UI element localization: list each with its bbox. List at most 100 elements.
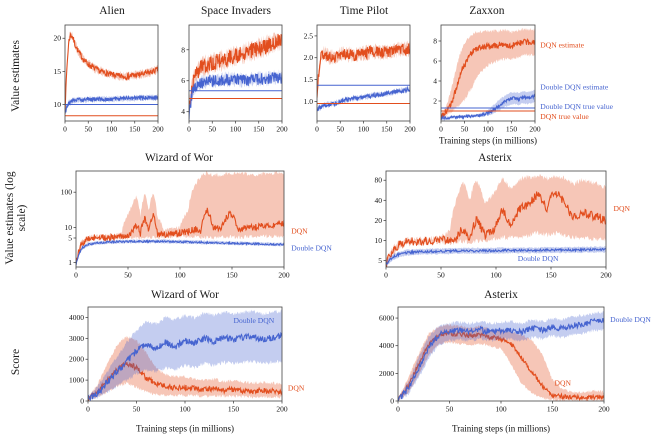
svg-text:2.0: 2.0 bbox=[304, 53, 314, 62]
svg-text:200: 200 bbox=[278, 271, 290, 280]
svg-text:2: 2 bbox=[433, 97, 437, 106]
svg-text:0: 0 bbox=[390, 397, 394, 406]
svg-text:Training steps (in millions): Training steps (in millions) bbox=[439, 136, 537, 146]
chart-wizard-of-wor-score: Wizard of Wor 0 1000 2000 3000 4000 0 50 100 150… bbox=[46, 288, 344, 435]
svg-text:Training steps (in millions): Training steps (in millions) bbox=[452, 424, 550, 434]
ylabel-value-estimates: Value estimates bbox=[0, 4, 32, 147]
svg-text:Double DQN estimate: Double DQN estimate bbox=[540, 83, 609, 92]
svg-text:0: 0 bbox=[86, 405, 90, 414]
svg-text:200: 200 bbox=[600, 271, 612, 280]
ylabel-text: Value estimates bbox=[10, 39, 22, 112]
svg-text:2.5: 2.5 bbox=[304, 31, 314, 40]
chart-wizard-of-wor-value: Wizard of Wor 1 5 10 100 0 50 100 150 200 DQN Doub… bbox=[46, 151, 344, 284]
space-invaders-plot-canvas: 4 6 8 0 50 100 150 200 bbox=[181, 24, 288, 134]
svg-text:4: 4 bbox=[181, 107, 185, 116]
svg-text:15: 15 bbox=[54, 67, 62, 76]
svg-text:Double DQN: Double DQN bbox=[291, 243, 332, 252]
asterix-value-plot-canvas: 5 10 20 40 80 0 50 100 150 200 DQN Double DQN bbox=[375, 170, 631, 280]
svg-text:50: 50 bbox=[133, 405, 141, 414]
svg-text:DQN: DQN bbox=[614, 204, 631, 213]
svg-text:50: 50 bbox=[437, 271, 445, 280]
svg-text:100: 100 bbox=[61, 188, 73, 197]
svg-text:Double DQN: Double DQN bbox=[234, 316, 275, 325]
svg-text:0: 0 bbox=[63, 125, 67, 134]
svg-text:150: 150 bbox=[228, 405, 240, 414]
wow-score-plot-canvas: 0 1000 2000 3000 4000 0 50 100 150 200 Double DQN D… bbox=[69, 306, 305, 434]
chart-title-alien: Alien bbox=[99, 5, 125, 17]
svg-text:5: 5 bbox=[378, 256, 382, 265]
svg-text:4: 4 bbox=[433, 77, 437, 86]
svg-text:2000: 2000 bbox=[379, 369, 394, 378]
svg-text:0: 0 bbox=[315, 125, 319, 134]
chart-title-asterix-score: Asterix bbox=[484, 289, 518, 301]
svg-text:0: 0 bbox=[74, 271, 78, 280]
svg-text:80: 80 bbox=[375, 176, 383, 185]
svg-text:50: 50 bbox=[124, 271, 132, 280]
ylabel-text: Score bbox=[10, 348, 22, 375]
svg-text:8: 8 bbox=[433, 37, 437, 46]
chart-title-wow-score: Wizard of Wor bbox=[150, 289, 219, 301]
chart-space-invaders: Space Invaders 4 6 8 0 50 100 150 200 bbox=[164, 4, 288, 147]
svg-text:4000: 4000 bbox=[379, 341, 394, 350]
wow-value-plot-canvas: 1 510 100 0 50 100 150 200 DQN Double DQN bbox=[61, 170, 332, 280]
chart-title-time-pilot: Time Pilot bbox=[339, 5, 389, 17]
asterix-score-plot-canvas: 0 2000 4000 6000 0 50 100 150 200 Double DQN DQN Tr… bbox=[379, 306, 651, 434]
svg-text:1: 1 bbox=[68, 258, 72, 267]
svg-text:1000: 1000 bbox=[69, 376, 84, 385]
svg-text:1.5: 1.5 bbox=[304, 75, 314, 84]
ylabel-text: Value estimates (log scale) bbox=[3, 170, 28, 265]
ylabel-value-estimates-log: Value estimates (log scale) bbox=[0, 151, 32, 284]
svg-text:6: 6 bbox=[181, 76, 185, 85]
svg-text:150: 150 bbox=[253, 125, 265, 134]
row-value-estimates: Value estimates Alien 10 15 20 0 50 100 150 200… bbox=[0, 4, 668, 147]
svg-text:DQN: DQN bbox=[288, 384, 305, 393]
svg-text:Double DQN true value: Double DQN true value bbox=[540, 102, 613, 111]
svg-text:8: 8 bbox=[181, 45, 185, 54]
svg-text:40: 40 bbox=[375, 196, 383, 205]
svg-text:200: 200 bbox=[276, 125, 288, 134]
svg-text:1.0: 1.0 bbox=[304, 97, 314, 106]
svg-text:DQN: DQN bbox=[555, 379, 572, 388]
svg-text:100: 100 bbox=[179, 405, 191, 414]
chart-asterix-score: Asterix 0 2000 4000 6000 0 50 100 150 200 Double … bbox=[356, 288, 660, 435]
svg-text:150: 150 bbox=[226, 271, 238, 280]
svg-text:200: 200 bbox=[276, 405, 288, 414]
chart-time-pilot: Time Pilot 1.0 1.5 2.0 2.5 0 50 100 150 200 bbox=[288, 4, 416, 147]
svg-text:4000: 4000 bbox=[69, 313, 84, 322]
time-pilot-plot-canvas: 1.0 1.5 2.0 2.5 0 50 100 150 200 bbox=[304, 24, 416, 134]
svg-text:Training steps (in millions): Training steps (in millions) bbox=[136, 424, 234, 434]
zaxxon-plot-canvas: 2 4 6 8 0 50 100 150 200 DQN estimate Double DQN e… bbox=[433, 24, 614, 146]
svg-text:50: 50 bbox=[209, 125, 217, 134]
svg-text:DQN true value: DQN true value bbox=[540, 112, 589, 121]
svg-text:5: 5 bbox=[68, 233, 72, 242]
svg-text:0: 0 bbox=[396, 405, 400, 414]
svg-text:100: 100 bbox=[230, 125, 242, 134]
svg-text:DQN estimate: DQN estimate bbox=[540, 41, 584, 50]
svg-text:10: 10 bbox=[65, 223, 73, 232]
svg-text:20: 20 bbox=[375, 216, 383, 225]
svg-text:6: 6 bbox=[433, 57, 437, 66]
svg-text:150: 150 bbox=[545, 271, 557, 280]
svg-text:50: 50 bbox=[337, 125, 345, 134]
row-value-estimates-log: Value estimates (log scale) Wizard of Wo… bbox=[0, 151, 668, 284]
svg-text:200: 200 bbox=[152, 125, 164, 134]
svg-text:Double DQN: Double DQN bbox=[518, 254, 559, 263]
svg-text:10: 10 bbox=[54, 100, 62, 109]
svg-text:0: 0 bbox=[80, 397, 84, 406]
svg-text:6000: 6000 bbox=[379, 314, 394, 323]
svg-text:2000: 2000 bbox=[69, 355, 84, 364]
svg-text:DQN: DQN bbox=[291, 226, 308, 235]
svg-text:150: 150 bbox=[129, 125, 141, 134]
svg-text:100: 100 bbox=[495, 405, 507, 414]
svg-text:0: 0 bbox=[439, 125, 443, 134]
svg-text:200: 200 bbox=[529, 125, 541, 134]
svg-text:100: 100 bbox=[174, 271, 186, 280]
svg-text:200: 200 bbox=[598, 405, 610, 414]
svg-text:3000: 3000 bbox=[69, 334, 84, 343]
svg-text:20: 20 bbox=[54, 34, 62, 43]
svg-text:150: 150 bbox=[381, 125, 393, 134]
svg-text:100: 100 bbox=[106, 125, 118, 134]
svg-text:100: 100 bbox=[358, 125, 370, 134]
